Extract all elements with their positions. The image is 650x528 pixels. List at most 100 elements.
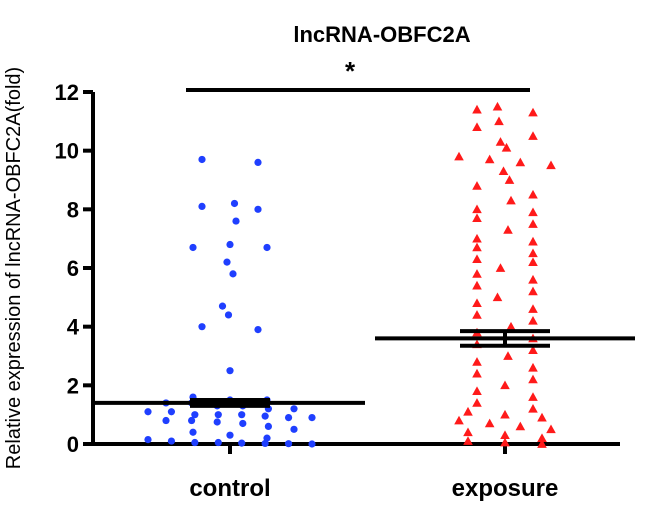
control-point (167, 408, 176, 416)
y-tick-label: 4 (67, 315, 80, 340)
exposure-point (528, 304, 538, 313)
exposure-point (500, 437, 510, 447)
exposure-point (528, 131, 538, 140)
control-point (189, 243, 197, 252)
exposure-point (528, 362, 538, 372)
exposure-point (537, 433, 547, 442)
exposure-point (515, 157, 526, 167)
exposure-point (503, 225, 513, 234)
exposure-point (495, 137, 506, 146)
exposure-point (528, 392, 538, 401)
x-category-label: exposure (452, 475, 559, 502)
exposure-point (528, 374, 538, 384)
control-point (308, 440, 316, 448)
exposure-point (472, 357, 482, 366)
exposure-point (472, 254, 482, 264)
control-point (188, 416, 196, 425)
control-point (189, 428, 197, 436)
exposure-point (472, 398, 482, 407)
control-point (144, 408, 152, 416)
control-point (214, 438, 222, 447)
x-axis: control exposure (93, 442, 620, 502)
control-point (226, 367, 234, 375)
control-point (290, 425, 298, 433)
exposure-point (472, 242, 482, 252)
exposure-point (463, 427, 473, 437)
exposure-point (503, 351, 513, 360)
exposure-point (506, 195, 516, 205)
exposure-point (528, 257, 538, 266)
control-point (284, 414, 293, 422)
control-point (230, 199, 239, 208)
control-point (198, 323, 206, 331)
control-point (226, 431, 234, 439)
control-point (214, 411, 222, 419)
control-point (254, 205, 262, 213)
control-point (261, 439, 269, 448)
control-point (308, 414, 316, 422)
control-point (239, 419, 247, 428)
exposure-point (498, 166, 509, 176)
control-point (284, 440, 293, 448)
y-tick-label: 2 (67, 373, 79, 398)
exposure-point (528, 207, 538, 217)
significance-label: * (345, 56, 356, 86)
data-points (144, 101, 556, 448)
chart-title: lncRNA-OBFC2A (293, 22, 470, 47)
exposure-point (472, 122, 482, 132)
exposure-point (528, 404, 538, 413)
x-category-label: control (189, 475, 270, 502)
exposure-point (484, 154, 495, 164)
exposure-point (472, 204, 482, 214)
control-point (229, 270, 237, 278)
control-point (167, 437, 176, 445)
exposure-point (472, 280, 482, 290)
exposure-point (528, 236, 538, 246)
exposure-point (528, 219, 538, 228)
exposure-point (472, 368, 482, 378)
exposure-point (501, 142, 512, 152)
exposure-point (472, 181, 482, 190)
control-point (254, 158, 262, 166)
y-tick-label: 12 (55, 80, 79, 105)
exposure-point (472, 310, 482, 319)
exposure-point (506, 321, 516, 331)
y-tick-label: 8 (67, 197, 79, 222)
exposure-point (484, 418, 495, 428)
exposure-point (500, 380, 510, 390)
control-point (232, 217, 240, 225)
control-point (191, 411, 199, 419)
control-point (223, 258, 231, 266)
control-point (254, 326, 262, 334)
exposure-point (472, 386, 482, 396)
exposure-point (528, 189, 538, 199)
exposure-point (472, 233, 482, 243)
exposure-point (472, 104, 482, 114)
y-tick-label: 10 (55, 139, 79, 164)
exposure-point (537, 439, 547, 448)
exposure-point (454, 151, 464, 161)
exposure-point (500, 430, 510, 440)
control-point (191, 438, 199, 447)
control-point (213, 418, 221, 426)
exposure-point (528, 107, 538, 117)
y-tick-label: 0 (67, 432, 79, 457)
exposure-point (528, 274, 538, 284)
control-point (198, 202, 206, 210)
exposure-point (463, 436, 473, 445)
exposure-point (515, 421, 526, 431)
exposure-point (528, 286, 538, 296)
y-axis-label: Relative expression of lncRNA-OBFC2A(fol… (3, 67, 25, 469)
exposure-point (504, 175, 515, 184)
control-point (226, 240, 234, 249)
y-axis: 0 2 4 6 8 10 12 (55, 80, 95, 457)
exposure-point (492, 292, 503, 302)
control-point (218, 302, 227, 310)
exposure-point (546, 160, 556, 170)
exposure-point (472, 213, 482, 222)
exposure-point (528, 316, 538, 325)
exposure-point (472, 298, 482, 308)
exposure-point (463, 406, 473, 416)
control-point (263, 243, 271, 252)
